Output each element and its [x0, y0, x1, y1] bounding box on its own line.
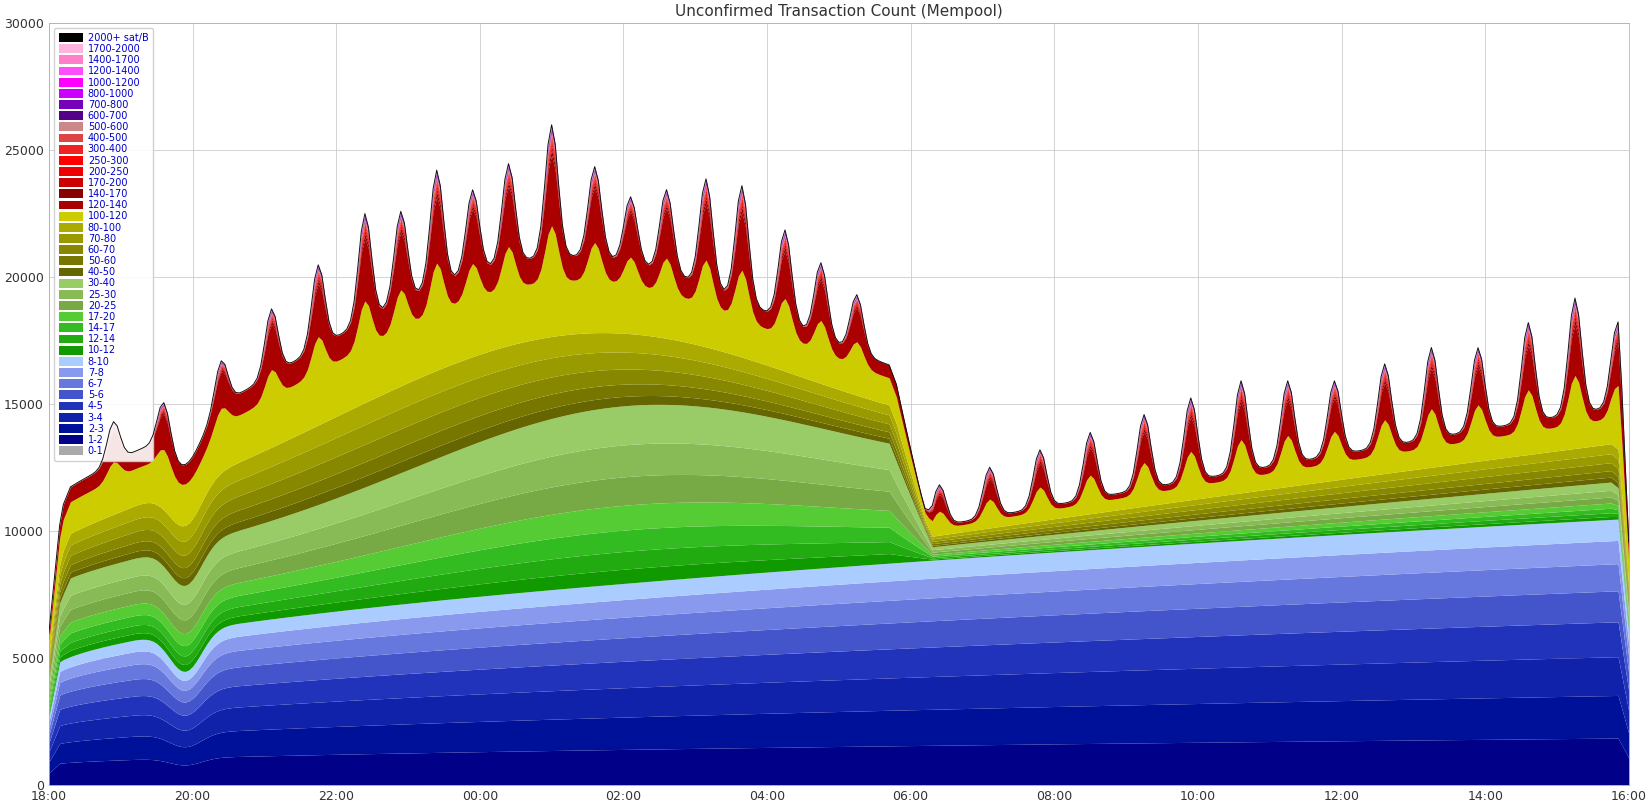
Legend: 2000+ sat/B, 1700-2000, 1400-1700, 1200-1400, 1000-1200, 800-1000, 700-800, 600-: 2000+ sat/B, 1700-2000, 1400-1700, 1200-… [54, 28, 154, 461]
Title: Unconfirmed Transaction Count (Mempool): Unconfirmed Transaction Count (Mempool) [675, 4, 1002, 19]
